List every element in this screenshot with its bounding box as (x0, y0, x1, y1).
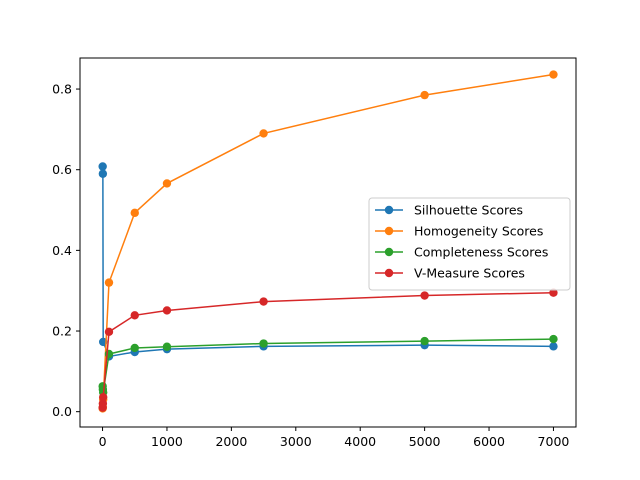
y-tick-label: 0.2 (52, 324, 72, 339)
data-point (162, 179, 172, 188)
y-tick-label: 0.0 (52, 404, 72, 419)
legend-marker (384, 205, 394, 215)
legend-label: Homogeneity Scores (414, 224, 543, 239)
x-tick-label: 5000 (409, 434, 441, 449)
axes-frame (79, 57, 577, 428)
data-point (549, 288, 558, 297)
legend-marker (384, 247, 394, 257)
data-point (98, 392, 108, 402)
data-point (259, 297, 268, 306)
legend-marker (384, 268, 394, 278)
data-point (549, 342, 558, 351)
legend-item: Completeness Scores (375, 245, 548, 260)
legend-item: Homogeneity Scores (375, 224, 543, 239)
legend: Silhouette Scores Homogeneity Scores Compl… (368, 197, 571, 291)
legend-marker (384, 226, 394, 236)
series-3 (98, 334, 558, 397)
legend-box (368, 197, 571, 291)
legend-item: Silhouette Scores (375, 203, 523, 218)
x-axis-ticks: 0 1000 2000 3000 4000 5000 6000 7000 (99, 427, 570, 449)
data-point (259, 339, 268, 348)
legend-label: Silhouette Scores (414, 203, 523, 218)
plot-area (98, 70, 558, 413)
data-point (130, 311, 139, 320)
x-tick-label: 0 (99, 434, 107, 449)
y-axis-ticks: 0.0 0.2 0.4 0.6 0.8 (52, 82, 80, 419)
data-point (162, 342, 172, 351)
data-point (549, 70, 558, 79)
data-point (420, 336, 429, 346)
data-point (104, 278, 114, 287)
legend-label: V-Measure Scores (414, 266, 525, 281)
x-tick-label: 2000 (215, 434, 247, 449)
y-tick-label: 0.4 (52, 243, 72, 258)
x-tick-label: 3000 (280, 434, 312, 449)
legend-item: V-Measure Scores (375, 266, 525, 281)
series-4 (98, 288, 558, 412)
data-point (130, 343, 139, 353)
x-tick-label: 6000 (473, 434, 505, 449)
x-tick-label: 7000 (538, 434, 570, 449)
data-point (259, 129, 268, 138)
x-tick-label: 4000 (344, 434, 376, 449)
legend-label: Completeness Scores (414, 245, 548, 260)
y-tick-label: 0.6 (52, 162, 72, 177)
data-point (420, 291, 429, 300)
data-point (549, 334, 558, 344)
data-point (162, 306, 172, 315)
data-point (104, 327, 114, 337)
x-tick-label: 1000 (151, 434, 183, 449)
data-point (98, 399, 108, 408)
y-tick-label: 0.8 (52, 82, 72, 97)
data-point (98, 169, 108, 178)
data-point (130, 208, 139, 218)
data-point (98, 162, 107, 171)
data-point (420, 90, 429, 100)
